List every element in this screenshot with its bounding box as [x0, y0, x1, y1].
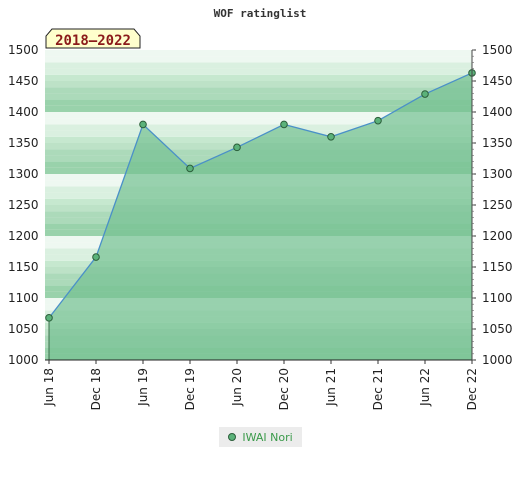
- x-tick-label: Dec 18: [89, 368, 103, 410]
- y-tick-label-right: 1000: [482, 353, 513, 367]
- y-tick-label-right: 1250: [482, 198, 513, 212]
- y-tick-label-left: 1300: [8, 167, 39, 181]
- legend-label: IWAI Nori: [242, 430, 293, 444]
- y-tick-label-right: 1200: [482, 229, 513, 243]
- y-tick-label-left: 1450: [8, 74, 39, 88]
- data-point: [374, 116, 382, 125]
- grid-band: [45, 56, 472, 63]
- grid-band: [45, 112, 472, 119]
- y-tick-label-left: 1000: [8, 353, 39, 367]
- y-tick-label-left: 1500: [8, 43, 39, 57]
- x-tick-label: Jun 22: [418, 368, 432, 407]
- y-tick-label-right: 1150: [482, 260, 513, 274]
- x-tick-label: Jun 21: [324, 368, 338, 407]
- grid-band: [45, 81, 472, 88]
- grid-band: [45, 74, 472, 81]
- area-fill: [49, 72, 472, 360]
- series-line: [48, 72, 473, 319]
- data-point: [233, 143, 241, 152]
- area-band: [45, 329, 472, 360]
- y-tick-label-right: 1450: [482, 74, 513, 88]
- badge-label: 2018–2022: [55, 33, 131, 49]
- y-tick-label-left: 1050: [8, 322, 39, 336]
- y-tick-label-left: 1250: [8, 198, 39, 212]
- grid-band: [45, 105, 472, 112]
- x-tick-label: Dec 20: [277, 368, 291, 410]
- grid-band: [45, 99, 472, 106]
- data-point: [327, 133, 335, 141]
- grid-band: [45, 93, 472, 100]
- area-band: [45, 205, 472, 236]
- grid-band: [45, 68, 472, 75]
- x-tick-label: Jun 19: [136, 368, 150, 407]
- y-tick-label-left: 1200: [8, 229, 39, 243]
- grid-band: [45, 124, 472, 131]
- data-point: [186, 164, 194, 173]
- x-tick-label: Jun 18: [42, 368, 56, 407]
- data-point: [280, 120, 288, 129]
- grid-band: [45, 130, 472, 137]
- grid-band: [45, 118, 472, 125]
- y-tick-label-right: 1050: [482, 322, 513, 336]
- data-point: [92, 253, 100, 261]
- y-tick-label-left: 1400: [8, 105, 39, 119]
- area-band: [45, 143, 472, 174]
- y-tick-label-left: 1150: [8, 260, 39, 274]
- y-tick-label-right: 1100: [482, 291, 513, 305]
- y-tick-label-right: 1400: [482, 105, 513, 119]
- grid-band: [45, 50, 472, 57]
- y-tick-label-left: 1100: [8, 291, 39, 305]
- legend-marker: [228, 433, 237, 441]
- legend: IWAI Nori: [219, 427, 302, 447]
- area-band: [45, 267, 472, 298]
- y-tick-label-left: 1350: [8, 136, 39, 150]
- chart-title: WOF ratinglist: [214, 7, 307, 20]
- x-tick-label: Dec 21: [371, 368, 385, 410]
- data-point: [421, 90, 429, 98]
- x-tick-label: Jun 20: [230, 368, 244, 407]
- x-tick-label: Dec 19: [183, 368, 197, 410]
- x-tick-label: Dec 22: [465, 368, 479, 410]
- area-band: [45, 81, 472, 112]
- y-tick-label-right: 1350: [482, 136, 513, 150]
- grid-band: [45, 87, 472, 94]
- data-point: [45, 314, 53, 322]
- y-tick-label-right: 1300: [482, 167, 513, 181]
- y-tick-label-right: 1500: [482, 43, 513, 57]
- grid-band: [45, 62, 472, 69]
- data-point: [139, 120, 147, 129]
- badge-box: [45, 28, 141, 49]
